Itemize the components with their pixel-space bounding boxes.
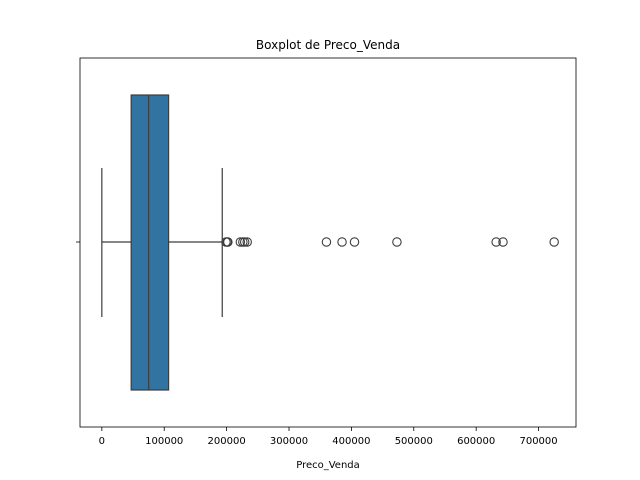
x-axis: 0 100000 200000 300000 400000 500000 600000 700… — [99, 427, 558, 447]
outlier-point — [235, 237, 246, 247]
chart-title: Boxplot de Preco_Venda — [256, 38, 400, 52]
outlier-point — [223, 237, 233, 247]
x-tick-label: 200000 — [208, 436, 246, 447]
x-tick-label: 700000 — [519, 436, 557, 447]
iqr-box — [130, 94, 170, 391]
outlier-point — [498, 237, 508, 247]
outlier-point — [491, 237, 501, 247]
plot-area — [101, 94, 559, 391]
outlier-point — [242, 237, 252, 247]
x-tick-label: 0 — [99, 436, 105, 447]
outlier-point — [392, 237, 402, 247]
x-tick-label: 500000 — [395, 436, 433, 447]
x-tick-label: 300000 — [270, 436, 308, 447]
plot-frame — [79, 57, 577, 428]
outlier-point — [337, 237, 347, 247]
outlier-point — [349, 237, 360, 247]
outlier-point — [239, 237, 250, 247]
outlier-point — [321, 237, 332, 247]
x-tick-label: 400000 — [332, 436, 370, 447]
x-axis-label: Preco_Venda — [296, 460, 360, 471]
x-tick-label: 100000 — [145, 436, 183, 447]
outlier-point — [549, 237, 559, 247]
x-tick-label: 600000 — [457, 436, 495, 447]
